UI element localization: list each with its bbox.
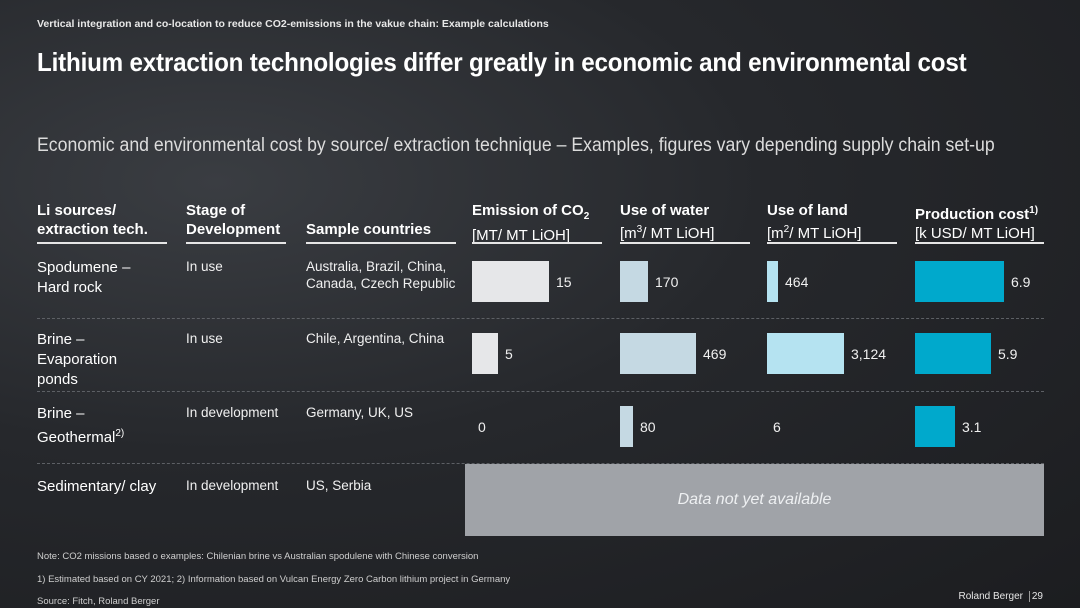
bar-land-row2 [767, 333, 844, 374]
row-stage: In use [186, 331, 223, 346]
data-label: 6.9 [1011, 274, 1031, 290]
note: Note: CO2 missions based o examples: Chi… [37, 551, 479, 562]
bar-cost-row3 [915, 406, 955, 447]
header-source: Li sources/extraction tech. [37, 202, 148, 238]
header-co2: Emission of CO2 [MT/ MT LiOH] [472, 202, 590, 244]
header-rule [767, 242, 897, 244]
data-label: 6 [773, 419, 781, 435]
bar-water-row2 [620, 333, 696, 374]
data-label: 0 [478, 419, 486, 435]
row-divider [37, 318, 1044, 319]
header-stage: Stage of Development [186, 202, 281, 238]
header-land: Use of land [m2/ MT LiOH] [767, 202, 862, 242]
data-label: 5 [505, 346, 513, 362]
row-countries: Chile, Argentina, China [306, 331, 445, 346]
source-note: Source: Fitch, Roland Berger [37, 596, 160, 607]
row-source-spodumene: Spodumene – Hard rock [37, 259, 131, 296]
header-rule [915, 242, 1044, 244]
header-water: Use of water [m3/ MT LiOH] [620, 202, 715, 242]
row-countries: Australia, Brazil, China, Canada, Czech … [306, 259, 456, 291]
bar-land-row1 [767, 261, 778, 302]
row-countries: US, Serbia [306, 478, 372, 493]
bar-co2-row1 [472, 261, 549, 302]
row-source-sedimentary: Sedimentary/ clay [37, 478, 157, 495]
bar-cost-row2 [915, 333, 991, 374]
header-rule [472, 242, 602, 244]
header-rule [620, 242, 750, 244]
data-label: 80 [640, 419, 656, 435]
data-label: 3,124 [851, 346, 887, 362]
page-title: Lithium extraction technologies differ g… [37, 47, 967, 77]
header-countries: Sample countries [306, 221, 432, 238]
not-available-box [465, 464, 1044, 536]
not-available-label: Data not yet available [677, 491, 832, 508]
page-number: 29 [1031, 591, 1043, 602]
row-source-brine-geothermal: Brine – Geothermal2) [37, 405, 125, 446]
row-divider [37, 463, 1044, 464]
data-label: 5.9 [998, 346, 1018, 362]
data-label: 170 [655, 274, 679, 290]
kicker: Vertical integration and co-location to … [37, 18, 549, 30]
bar-water-row3 [620, 406, 633, 447]
row-source-brine-evaporation: Brine – Evaporation ponds [37, 331, 118, 388]
brand-divider [1029, 591, 1030, 602]
data-label: 15 [556, 274, 572, 290]
row-stage: In use [186, 259, 223, 274]
data-label: 464 [785, 274, 809, 290]
bar-cost-row1 [915, 261, 1004, 302]
bar-co2-row2 [472, 333, 498, 374]
row-stage: In development [186, 478, 279, 493]
brand-name: Roland Berger [958, 591, 1023, 602]
header-rule [186, 242, 286, 244]
header-cost: Production cost1) [k USD/ MT LiOH] [915, 205, 1039, 242]
bar-water-row1 [620, 261, 648, 302]
row-countries: Germany, UK, US [306, 405, 414, 420]
row-stage: In development [186, 405, 279, 420]
data-label: 469 [703, 346, 727, 362]
header-rule [306, 242, 456, 244]
header-rule [37, 242, 167, 244]
subtitle: Economic and environmental cost by sourc… [37, 135, 995, 156]
footnote: 1) Estimated based on CY 2021; 2) Inform… [37, 574, 511, 585]
row-divider [37, 391, 1044, 392]
data-label: 3.1 [962, 419, 982, 435]
